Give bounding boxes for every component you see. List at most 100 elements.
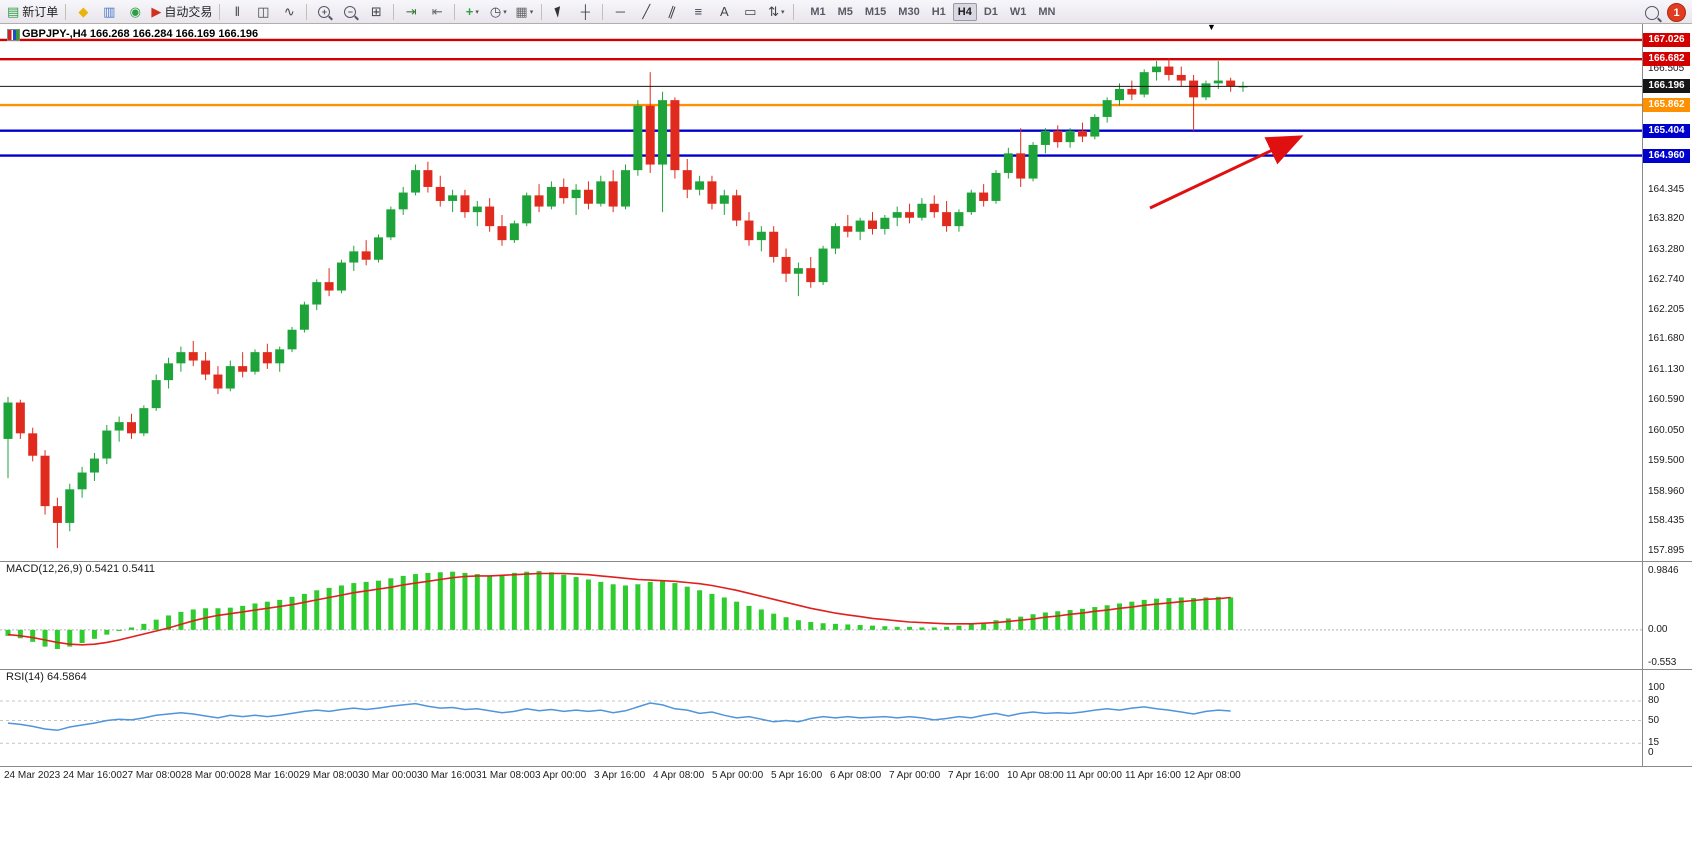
indicators-button[interactable]: + ▾	[460, 2, 484, 22]
rsi-indicator-label: RSI(14) 64.5864	[6, 671, 87, 683]
time-label: 28 Mar 00:00	[181, 770, 240, 781]
time-label: 12 Apr 08:00	[1184, 770, 1241, 781]
fibonacci-button[interactable]: ≡	[686, 2, 710, 22]
horizontal-line-button[interactable]: ─	[608, 2, 632, 22]
price-level-badge: 165.862	[1643, 98, 1690, 113]
chart-symbol-label: GBPJPY-,H4 166.268 166.284 166.169 166.1…	[22, 28, 259, 40]
time-label: 31 Mar 08:00	[476, 770, 535, 781]
timeframe-mn[interactable]: MN	[1038, 5, 1056, 18]
crosshair-button[interactable]: ┼	[573, 2, 597, 22]
timeframe-m30[interactable]: M30	[898, 5, 920, 18]
toolbar-separator	[454, 3, 456, 20]
price-axis-label: 159.500	[1648, 455, 1685, 467]
price-level-badge: 165.404	[1643, 123, 1690, 138]
trendline-icon: ╱	[642, 4, 651, 19]
toolbar-separator	[602, 3, 604, 20]
time-label: 7 Apr 16:00	[948, 770, 1000, 781]
chart-shift-icon: ⇤	[431, 4, 443, 19]
community-button[interactable]: ◉	[123, 2, 147, 22]
time-label: 24 Mar 16:00	[63, 770, 122, 781]
macd-axis-label: -0.553	[1648, 656, 1677, 668]
toolbar-separator	[541, 3, 543, 20]
auto-scroll-icon: ⇥	[405, 4, 417, 19]
timeframe-h4[interactable]: H4	[952, 2, 977, 21]
text-label-icon: ▭	[744, 4, 757, 19]
chart-shift-button[interactable]: ⇤	[425, 2, 449, 22]
timeframe-d1[interactable]: D1	[983, 5, 998, 18]
toolbar-separator	[219, 3, 221, 20]
timeframe-m15[interactable]: M15	[864, 5, 887, 18]
templates-button[interactable]: ▦ ▾	[512, 2, 536, 22]
time-label: 29 Mar 08:00	[299, 770, 358, 781]
time-label: 28 Mar 16:00	[240, 770, 299, 781]
timeframe-w1[interactable]: W1	[1009, 5, 1027, 18]
metaeditor-icon: ◆	[78, 4, 89, 19]
arrows-button[interactable]: ⇅ ▾	[764, 2, 788, 22]
rsi-axis-label: 100	[1648, 682, 1665, 693]
price-axis-label: 166.505	[1648, 63, 1685, 75]
macd-indicator-label: MACD(12,26,9) 0.5421 0.5411	[6, 563, 155, 575]
candlestick-chart-button[interactable]: ◫	[251, 2, 275, 22]
price-level-badge: 164.960	[1643, 148, 1690, 163]
chart-window: GBPJPY-,H4 166.268 166.284 166.169 166.1…	[0, 22, 1692, 850]
price-axis-label: 161.130	[1648, 364, 1685, 376]
price-axis-label: 162.740	[1648, 273, 1685, 285]
bar-chart-button[interactable]: ‖	[225, 2, 249, 22]
text-button[interactable]: A	[712, 2, 736, 22]
data-window-button[interactable]: ▥	[97, 2, 121, 22]
trendline-button[interactable]: ╱	[634, 2, 658, 22]
candlestick-chart-icon: ◫	[257, 4, 270, 19]
timeframe-toolbar: M1 M5 M15 M30 H1 H4 D1 W1 MN	[804, 2, 1061, 21]
toolbar-separator	[306, 3, 308, 20]
chart-canvas[interactable]	[0, 24, 1692, 850]
cursor-button[interactable]	[547, 2, 571, 22]
price-level-badge: 166.196	[1643, 79, 1690, 94]
price-level-badge: 166.682	[1643, 52, 1690, 67]
notification-badge[interactable]: 1	[1667, 3, 1686, 22]
timeframe-m1[interactable]: M1	[810, 5, 826, 18]
arrows-button-dropdown-icon: ▾	[781, 8, 785, 16]
search-icon[interactable]	[1645, 5, 1659, 20]
templates-icon: ▦	[515, 4, 528, 19]
time-label: 5 Apr 16:00	[771, 770, 823, 781]
price-axis-label: 163.820	[1648, 213, 1685, 225]
line-chart-button[interactable]: ∿	[277, 2, 301, 22]
price-axis-label: 160.590	[1648, 394, 1685, 406]
zoom-out-button[interactable]: −	[338, 2, 362, 22]
time-label: 6 Apr 08:00	[830, 770, 882, 781]
rsi-axis-label: 0	[1648, 747, 1654, 758]
price-axis-label: 158.435	[1648, 514, 1685, 526]
time-label: 30 Mar 00:00	[358, 770, 417, 781]
new-order-button-label: 新订单	[22, 5, 59, 19]
auto-scroll-button[interactable]: ⇥	[399, 2, 423, 22]
new-order-button[interactable]: ▤ 新订单	[5, 2, 60, 22]
timeframe-h1[interactable]: H1	[931, 5, 946, 18]
price-axis-label: 158.960	[1648, 485, 1685, 497]
autotrading-button-label: 自动交易	[164, 5, 213, 19]
data-window-icon: ▥	[103, 4, 116, 19]
metaeditor-button[interactable]: ◆	[71, 2, 95, 22]
time-label: 5 Apr 00:00	[712, 770, 764, 781]
timeframe-m5[interactable]: M5	[837, 5, 853, 18]
community-icon: ◉	[129, 4, 141, 19]
line-chart-icon: ∿	[283, 4, 295, 19]
macd-axis-label: 0.00	[1648, 623, 1668, 635]
periods-button-dropdown-icon: ▾	[503, 8, 507, 16]
toolbar: ▤ 新订单 ◆ ▥ ◉ ▶ 自动交易 ‖ ◫ ∿ + − ⊞ ⇥ ⇤ + ▾ ◷ ▾ ▦ ▾ ┼ ─ ╱ ∥ ≡ A ▭ ⇅ ▾ M1 M5 M…	[0, 0, 1692, 24]
rsi-axis-label: 80	[1648, 695, 1660, 706]
new-order-icon: ▤	[7, 4, 20, 19]
zoom-in-button[interactable]: +	[312, 2, 336, 22]
text-label-button[interactable]: ▭	[738, 2, 762, 22]
periods-icon: ◷	[489, 4, 502, 19]
autotrading-icon: ▶	[151, 4, 162, 19]
templates-button-dropdown-icon: ▾	[529, 8, 534, 16]
autotrading-button[interactable]: ▶ 自动交易	[149, 2, 214, 22]
tile-windows-button[interactable]: ⊞	[364, 2, 388, 22]
bar-chart-icon: ‖	[234, 4, 241, 19]
rsi-axis-label: 15	[1648, 737, 1660, 749]
price-axis-label: 161.680	[1648, 333, 1685, 345]
channel-button[interactable]: ∥	[660, 2, 684, 22]
periods-button[interactable]: ◷ ▾	[486, 2, 510, 22]
indicators-button-dropdown-icon: ▾	[475, 8, 479, 16]
